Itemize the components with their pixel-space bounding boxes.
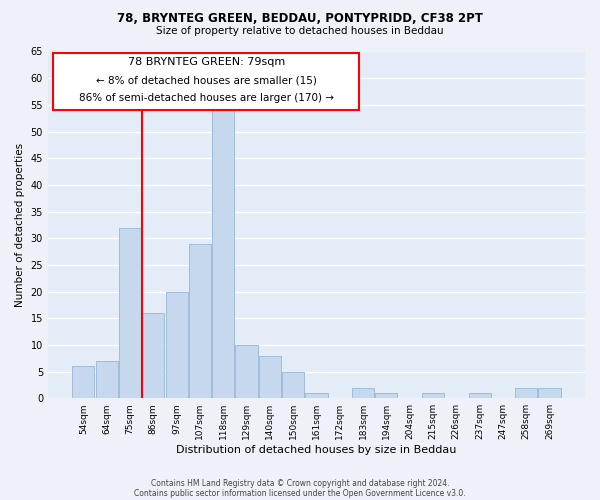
Text: 86% of semi-detached houses are larger (170) →: 86% of semi-detached houses are larger (… (79, 93, 334, 103)
Bar (469, 393, 491, 398)
Text: Contains HM Land Registry data © Crown copyright and database right 2024.: Contains HM Land Registry data © Crown c… (151, 478, 449, 488)
Bar (212, 110, 235, 398)
Bar (305, 393, 328, 398)
Text: 78, BRYNTEG GREEN, BEDDAU, PONTYPRIDD, CF38 2PT: 78, BRYNTEG GREEN, BEDDAU, PONTYPRIDD, C… (117, 12, 483, 26)
Bar (282, 372, 304, 398)
Bar (119, 228, 141, 398)
Text: 78 BRYNTEG GREEN: 79sqm: 78 BRYNTEG GREEN: 79sqm (128, 56, 285, 66)
Bar (515, 388, 537, 398)
Bar (166, 292, 188, 398)
Bar (235, 345, 257, 398)
Bar (422, 393, 444, 398)
X-axis label: Distribution of detached houses by size in Beddau: Distribution of detached houses by size … (176, 445, 457, 455)
Bar (142, 313, 164, 398)
Text: Size of property relative to detached houses in Beddau: Size of property relative to detached ho… (156, 26, 444, 36)
Bar (376, 393, 397, 398)
Bar (73, 366, 94, 398)
Text: ← 8% of detached houses are smaller (15): ← 8% of detached houses are smaller (15) (96, 76, 317, 86)
Bar (189, 244, 211, 398)
Bar (538, 388, 560, 398)
Bar (259, 356, 281, 398)
Bar (95, 361, 118, 398)
Y-axis label: Number of detached properties: Number of detached properties (15, 143, 25, 307)
Text: Contains public sector information licensed under the Open Government Licence v3: Contains public sector information licen… (134, 488, 466, 498)
FancyBboxPatch shape (53, 53, 359, 110)
Bar (352, 388, 374, 398)
